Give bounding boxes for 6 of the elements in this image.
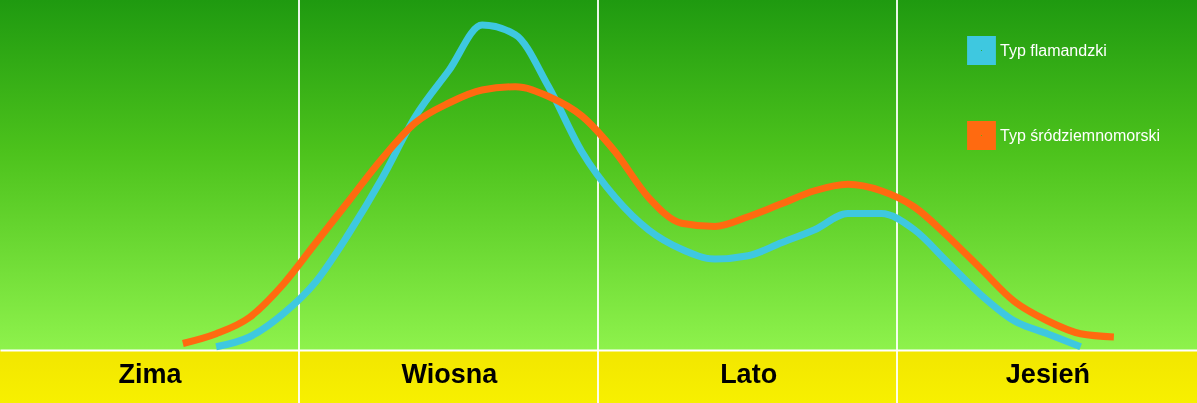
- x-tick-label: Zima: [118, 358, 183, 389]
- x-tick-label: Wiosna: [401, 358, 499, 389]
- legend-label: Typ flamandzki: [1000, 41, 1107, 59]
- x-tick-label: Lato: [720, 358, 778, 389]
- legend-label: Typ śródziemnomorski: [1000, 126, 1161, 144]
- x-tick-label: Jesień: [1005, 358, 1090, 389]
